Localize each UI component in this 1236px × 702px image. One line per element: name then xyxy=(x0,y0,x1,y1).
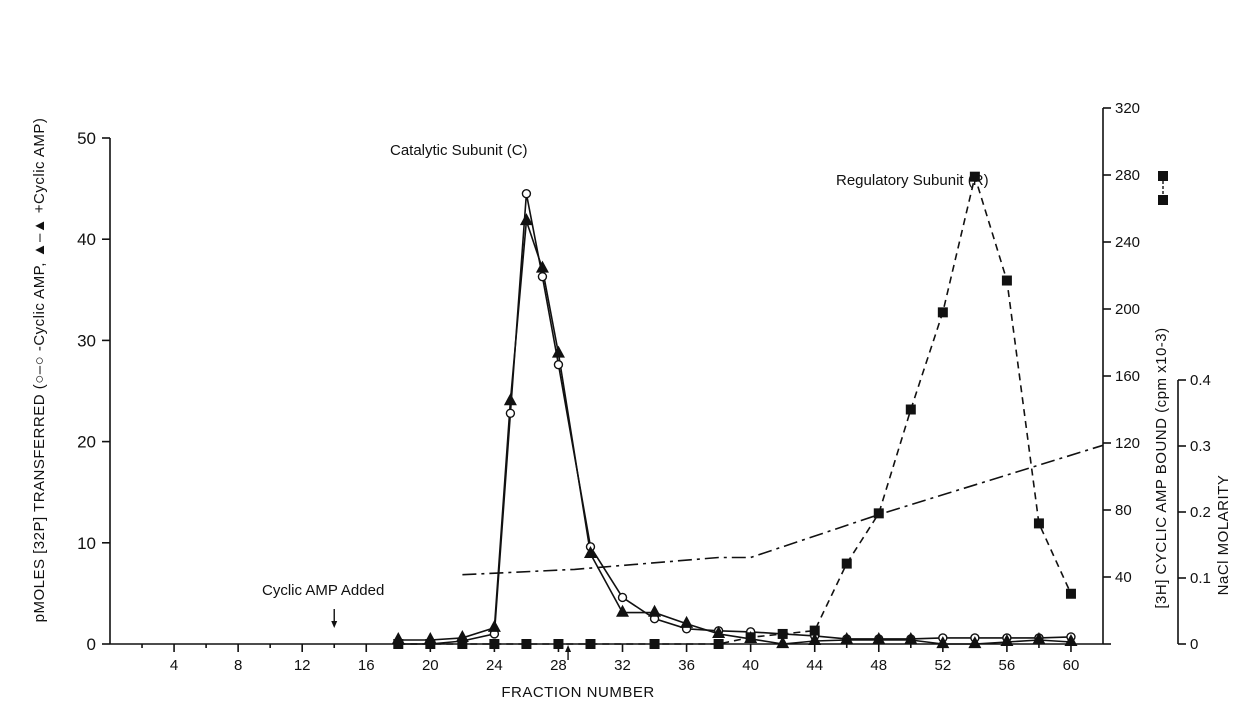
y-right1-tick-label: 320 xyxy=(1115,100,1140,117)
filled-square-point xyxy=(777,628,788,639)
filled-triangle-point xyxy=(776,636,790,649)
filled-triangle-point xyxy=(1000,634,1014,647)
filled-triangle-point xyxy=(487,619,501,632)
x-tick-label: 16 xyxy=(358,657,375,674)
x-tick-label: 48 xyxy=(870,657,887,674)
filled-triangle-point xyxy=(968,636,982,649)
filled-square-point xyxy=(425,639,436,649)
y-right2-tick-label: 0.3 xyxy=(1190,438,1211,455)
filled-triangle-point xyxy=(680,615,694,628)
filled-triangle-point xyxy=(583,546,597,559)
legend-square-bottom xyxy=(1158,195,1168,205)
x-tick-label: 28 xyxy=(550,657,567,674)
x-tick-label: 40 xyxy=(742,657,759,674)
filled-square-point xyxy=(905,404,916,415)
x-axis-title: FRACTION NUMBER xyxy=(501,684,654,701)
filled-square-point xyxy=(457,639,468,649)
open-circle-point xyxy=(537,271,548,282)
filled-square-point xyxy=(521,639,532,649)
filled-square-point xyxy=(713,639,724,649)
annotation-regulatory: Regulatory Subunit (R) xyxy=(836,172,989,189)
x-tick-label: 24 xyxy=(486,657,503,674)
y-left-tick-label: 40 xyxy=(77,230,96,249)
x-tick-label: 32 xyxy=(614,657,631,674)
x-tick-label: 8 xyxy=(234,657,242,674)
y-right2-tick-label: 0.2 xyxy=(1190,504,1211,521)
arrow-down-head xyxy=(331,621,338,628)
series-line-0 xyxy=(398,193,1072,645)
filled-square-point xyxy=(873,508,884,519)
filled-triangle-point xyxy=(616,604,630,617)
filled-triangle-point xyxy=(535,260,549,273)
filled-triangle-point xyxy=(503,393,517,406)
filled-square-point xyxy=(553,639,564,649)
series-line-3 xyxy=(462,444,1104,576)
y-right1-tick-label: 40 xyxy=(1115,569,1132,586)
annotation-cyclic-added: Cyclic AMP Added xyxy=(262,582,384,599)
y-right1-tick-label: 160 xyxy=(1115,368,1140,385)
filled-square-point xyxy=(841,558,852,569)
x-tick-label: 52 xyxy=(934,657,951,674)
filled-square-point xyxy=(1033,518,1044,529)
x-tick-label: 12 xyxy=(294,657,311,674)
series-lines xyxy=(398,173,1104,645)
open-circle-point xyxy=(617,592,628,603)
filled-triangle-point xyxy=(904,632,918,645)
filled-triangle-point xyxy=(808,633,822,646)
filled-square-point xyxy=(969,171,980,182)
y-axis-right-nacl-title: NaCl MOLARITY xyxy=(1215,475,1232,596)
y-right1-tick-label: 120 xyxy=(1115,435,1140,452)
legend-square-top xyxy=(1158,171,1168,181)
open-circle-point xyxy=(505,408,516,418)
filled-triangle-point xyxy=(840,632,854,645)
y-left-tick-label: 10 xyxy=(77,534,96,553)
y-right1-tick-label: 240 xyxy=(1115,234,1140,251)
filled-square-point xyxy=(489,639,500,649)
filled-square-point xyxy=(1001,275,1012,286)
x-tick-label: 36 xyxy=(678,657,695,674)
arrow-up-head xyxy=(565,645,572,652)
y-right2-tick-label: 0 xyxy=(1190,636,1198,653)
filled-square-point xyxy=(1065,588,1076,599)
y-right1-tick-label: 200 xyxy=(1115,301,1140,318)
filled-triangle-point xyxy=(1032,632,1046,645)
filled-triangle-point xyxy=(936,636,950,649)
x-tick-label: 20 xyxy=(422,657,439,674)
y-left-tick-label: 50 xyxy=(77,129,96,148)
filled-square-point xyxy=(937,307,948,318)
x-tick-label: 60 xyxy=(1063,657,1080,674)
filled-square-point xyxy=(393,639,404,649)
open-circle-point xyxy=(521,188,532,199)
series-markers xyxy=(391,171,1168,649)
filled-triangle-point xyxy=(712,625,726,638)
annotation-arrows xyxy=(331,609,572,660)
y-axis-left-title: pMOLES [32P] TRANSFERRED (○–○ -Cyclic AM… xyxy=(31,118,48,623)
y-right2-tick-label: 0.1 xyxy=(1190,570,1211,587)
y-right1-tick-label: 280 xyxy=(1115,167,1140,184)
y-left-tick-label: 30 xyxy=(77,331,96,350)
filled-triangle-point xyxy=(648,604,662,617)
filled-square-point xyxy=(809,625,820,636)
filled-square-point xyxy=(745,632,756,643)
annotation-catalytic: Catalytic Subunit (C) xyxy=(390,142,528,159)
series-line-1 xyxy=(398,220,1072,645)
filled-triangle-point xyxy=(519,213,533,226)
y-axis-right-cpm-title: [3H] CYCLIC AMP BOUND (cpm x10-3) xyxy=(1153,327,1170,608)
x-tick-label: 56 xyxy=(999,657,1016,674)
filled-square-point xyxy=(649,639,660,649)
filled-triangle-point xyxy=(1064,634,1078,647)
series-line-2 xyxy=(398,173,1072,645)
y-right2-tick-label: 0.4 xyxy=(1190,372,1211,389)
filled-triangle-point xyxy=(872,632,886,645)
filled-triangle-point xyxy=(551,345,565,358)
y-left-tick-label: 20 xyxy=(77,433,96,452)
open-circle-point xyxy=(553,359,564,370)
y-left-tick-label: 0 xyxy=(87,635,96,654)
y-right1-tick-label: 80 xyxy=(1115,502,1132,519)
filled-square-point xyxy=(585,639,596,649)
tick-group: 4 8 12 16 20 24 28 32 36 40 44 48 52 56 60010203040504… xyxy=(77,100,1211,674)
x-tick-label: 4 xyxy=(170,657,178,674)
x-tick-label: 44 xyxy=(806,657,823,674)
